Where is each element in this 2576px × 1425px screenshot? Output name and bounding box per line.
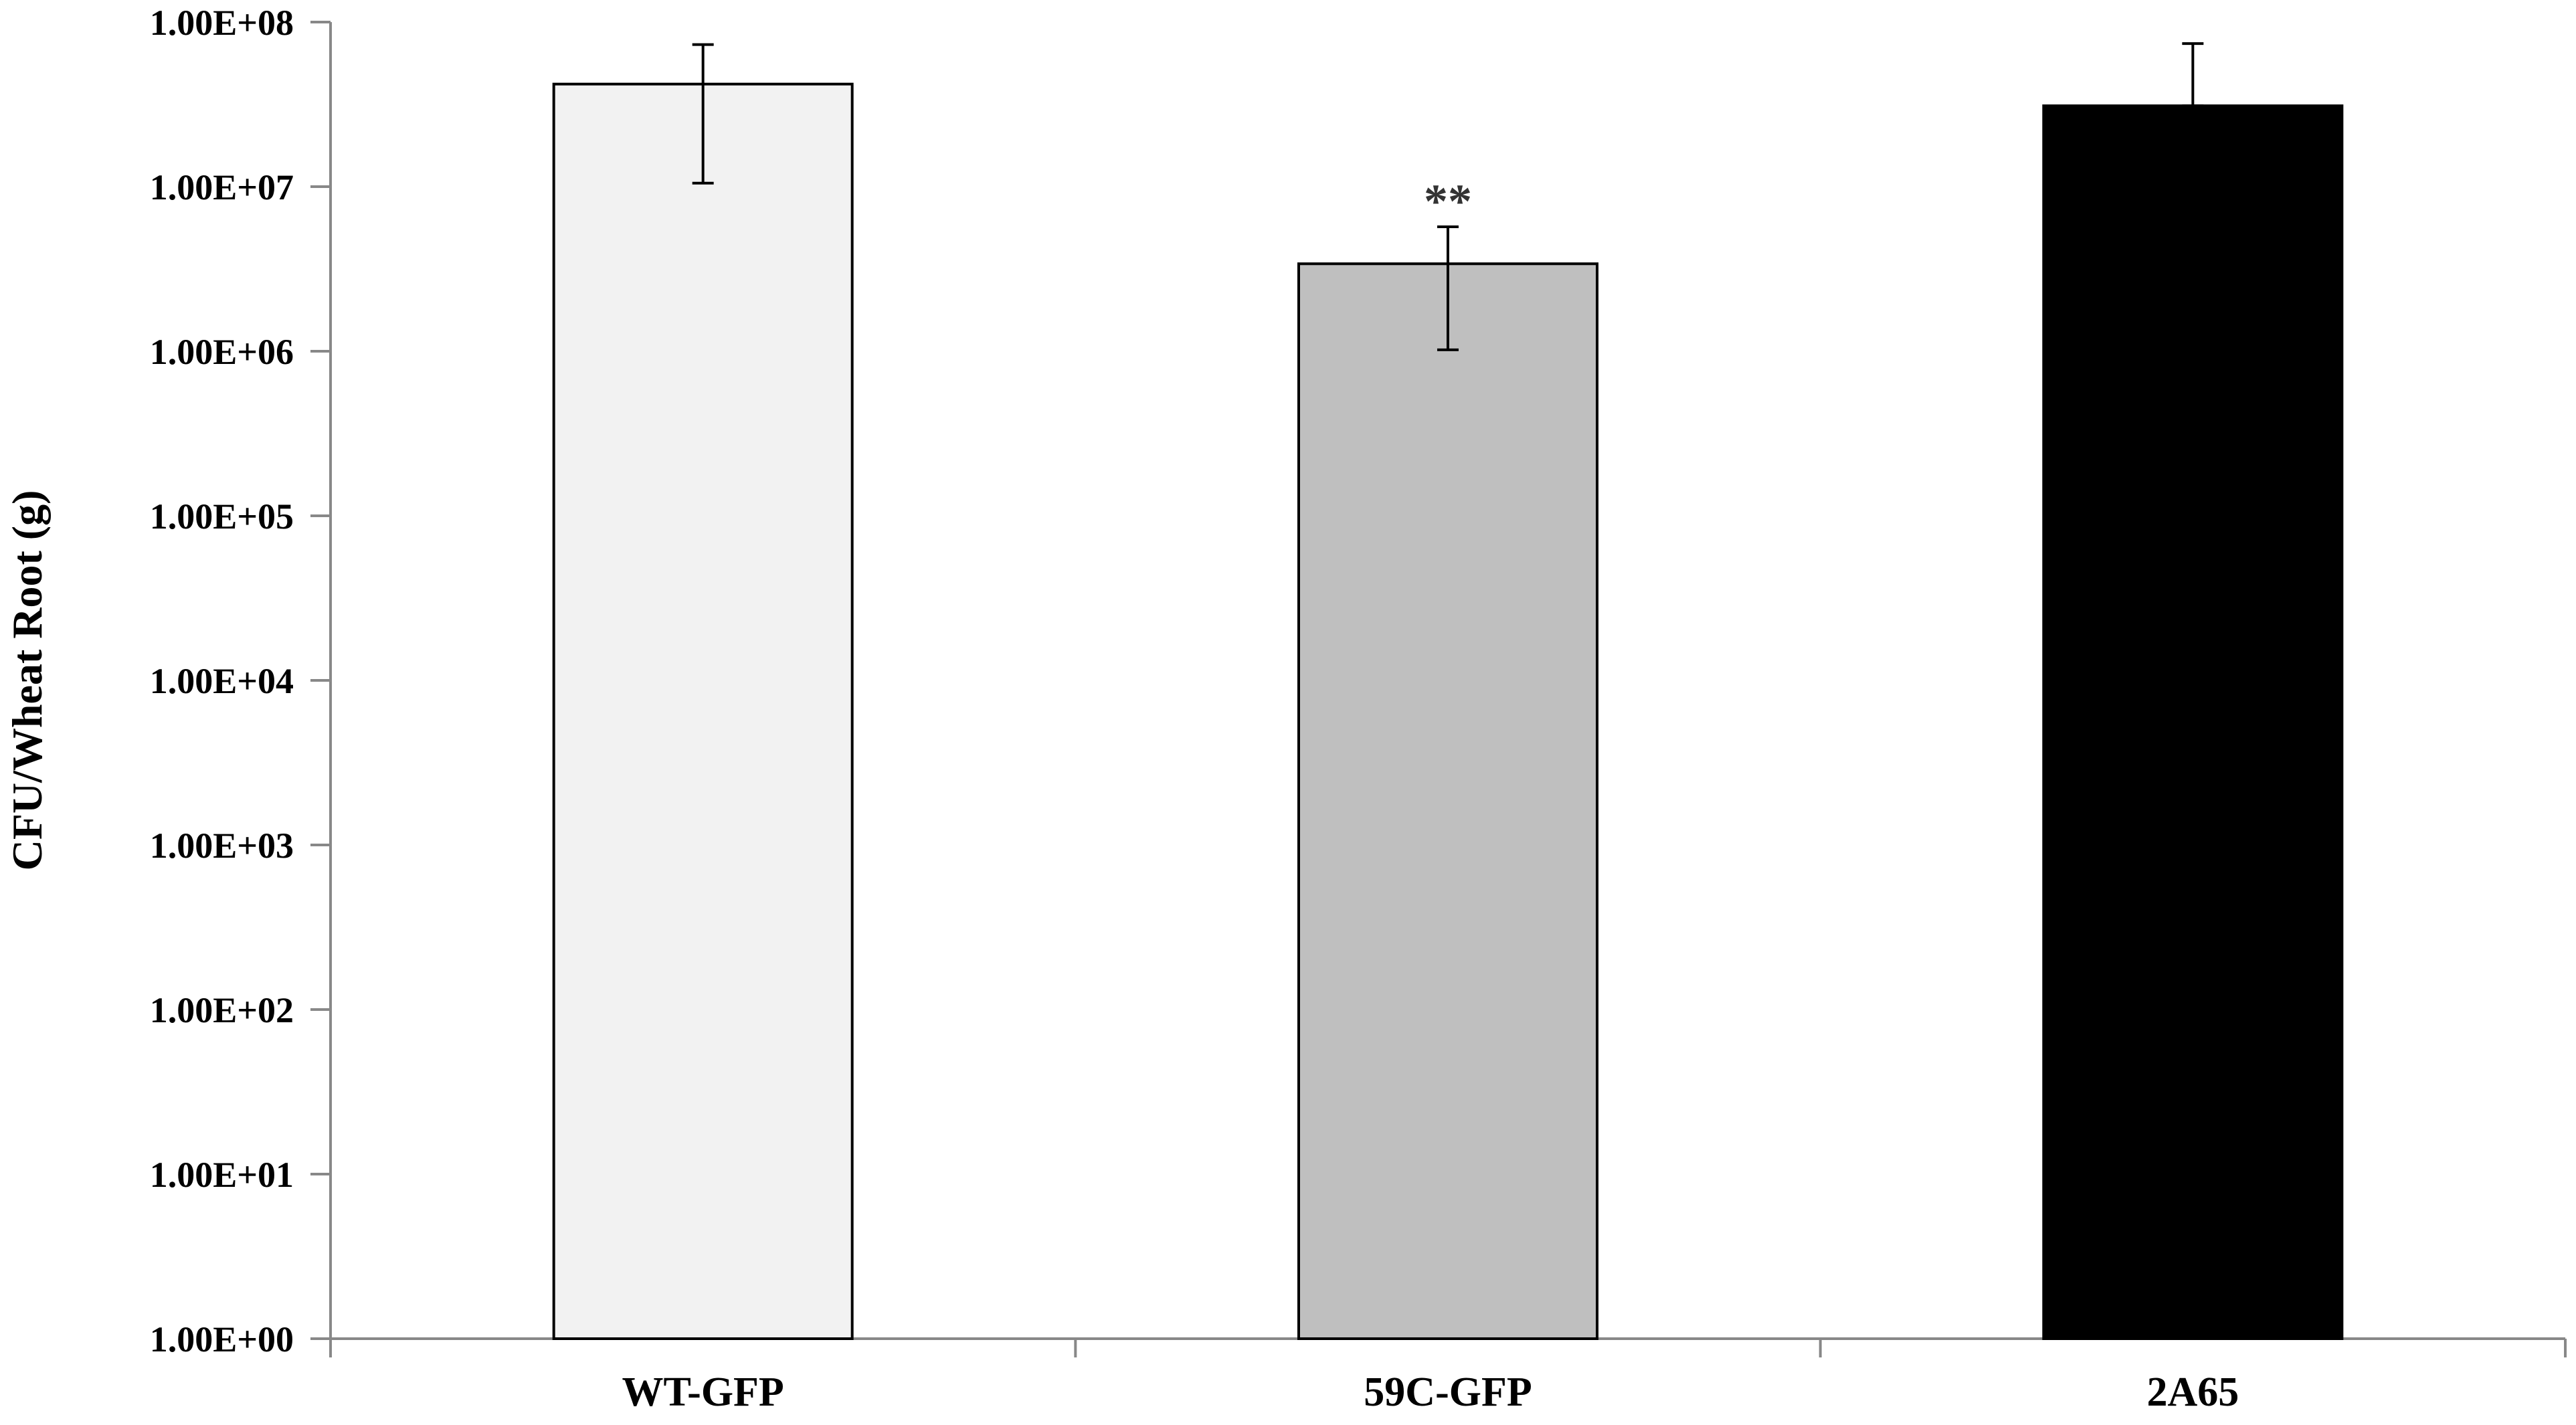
- bar-59c-gfp: [1297, 262, 1598, 1340]
- y-tick-label: 1.00E+08: [150, 3, 294, 43]
- bar-2a65: [2042, 104, 2344, 1341]
- x-axis: WT-GFP 59C-GFP 2A65: [329, 1337, 2567, 1415]
- y-axis-title: CFU/Wheat Root (g): [3, 490, 51, 871]
- error-bar: [692, 43, 714, 185]
- bars-group: [552, 82, 2344, 1341]
- x-tick-label: 59C-GFP: [1364, 1369, 1532, 1415]
- y-tick-label: 1.00E+04: [150, 661, 294, 701]
- error-bar: [1437, 225, 1459, 351]
- y-tick-label: 1.00E+01: [150, 1155, 294, 1195]
- y-tick-label: 1.00E+06: [150, 332, 294, 372]
- x-tick-label: WT-GFP: [622, 1369, 784, 1415]
- bar-wt-gfp: [552, 82, 854, 1341]
- significance-annotation: **: [1424, 175, 1472, 228]
- y-tick-label: 1.00E+00: [150, 1319, 294, 1359]
- annotations-group: **: [1424, 175, 1472, 228]
- y-tick-label: 1.00E+03: [150, 826, 294, 866]
- y-axis: 1.00E+00 1.00E+01 1.00E+02 1.00E+03 1.00E+04…: [150, 3, 332, 1359]
- y-tick-label: 1.00E+02: [150, 990, 294, 1030]
- x-tick-label: 2A65: [2146, 1369, 2239, 1415]
- error-bars-group: [692, 42, 2204, 351]
- y-tick-label: 1.00E+05: [150, 496, 294, 537]
- y-tick-label: 1.00E+07: [150, 167, 294, 207]
- error-bar: [2182, 42, 2204, 108]
